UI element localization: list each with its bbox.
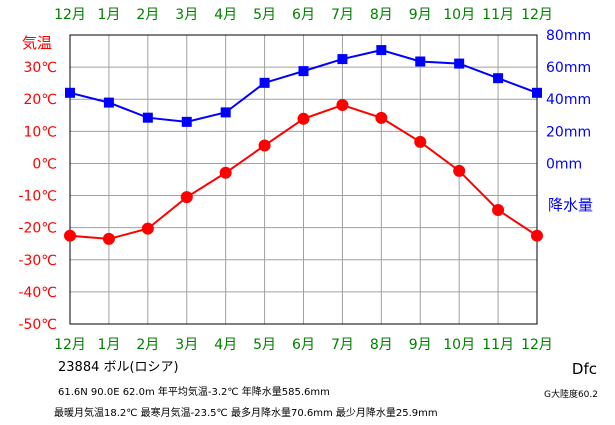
temperature-tick-label: 0℃ — [32, 156, 57, 172]
temperature-tick-label: -40℃ — [18, 285, 57, 301]
temperature-axis-ticks: 30℃ 20℃ 10℃ 0℃ -10℃ -20℃ -30℃ -40℃ -50℃ — [18, 60, 57, 333]
month-label-bottom: 5月 — [253, 337, 276, 353]
temperature-point — [64, 229, 76, 242]
month-label-bottom: 1月 — [97, 337, 120, 353]
temperature-point — [531, 229, 543, 242]
top-month-labels: 12月 1月 2月 3月 4月 5月 6月 7月 8月 9月 10月 11月 12月 — [54, 7, 553, 23]
continentality-label: G大陸度60.2 — [543, 390, 598, 400]
precipitation-point — [337, 54, 348, 65]
precipitation-point — [376, 45, 387, 56]
precipitation-point — [220, 107, 231, 118]
precipitation-tick-label: 80mm — [546, 28, 591, 44]
month-label-top: 11月 — [482, 7, 514, 23]
precipitation-axis-ticks: 80mm 60mm 40mm 20mm 0mm — [546, 28, 591, 172]
climate-classification: Dfc — [571, 360, 597, 378]
month-label-top: 1月 — [97, 7, 120, 23]
plot-frame — [69, 34, 538, 325]
month-label-bottom: 9月 — [409, 337, 432, 353]
temperature-tick-label: 20℃ — [23, 92, 57, 108]
temperature-tick-label: 30℃ — [23, 60, 57, 76]
month-label-bottom: 12月 — [54, 337, 86, 353]
temperature-axis-title: 気温 — [22, 34, 52, 52]
precipitation-point — [415, 56, 426, 67]
bottom-month-labels: 12月 1月 2月 3月 4月 5月 6月 7月 8月 9月 10月 11月 12月 — [54, 337, 553, 353]
temperature-point — [375, 111, 388, 124]
month-label-top: 2月 — [136, 7, 159, 23]
temperature-point — [414, 135, 427, 148]
precipitation-point — [181, 116, 192, 127]
temperature-series — [64, 99, 543, 245]
precipitation-point — [298, 66, 309, 77]
temperature-tick-label: -10℃ — [18, 189, 57, 205]
temperature-tick-label: 10℃ — [23, 124, 57, 140]
temperature-point — [219, 166, 232, 179]
precipitation-series — [65, 45, 542, 127]
precipitation-point — [454, 58, 465, 69]
month-label-top: 6月 — [292, 7, 315, 23]
temperature-point — [258, 139, 271, 152]
station-label: 23884 ボル(ロシア) — [58, 360, 179, 375]
month-label-top: 7月 — [331, 7, 354, 23]
station-summary-line-1: 61.6N 90.0E 62.0m 年平均気温-3.2℃ 年降水量585.6mm — [58, 387, 330, 398]
month-label-top: 10月 — [443, 7, 475, 23]
precipitation-axis-title: 降水量 — [548, 196, 593, 214]
month-label-top: 5月 — [253, 7, 276, 23]
temperature-tick-label: -30℃ — [18, 253, 57, 269]
month-label-top: 12月 — [54, 7, 86, 23]
month-label-bottom: 6月 — [292, 337, 315, 353]
precipitation-point — [493, 73, 504, 84]
month-label-bottom: 12月 — [521, 337, 553, 353]
station-summary-line-2: 最暖月気温18.2℃ 最寒月気温-23.5℃ 最多月降水量70.6mm 最少月降… — [54, 408, 438, 419]
temperature-tick-label: -20℃ — [18, 221, 57, 237]
month-label-bottom: 8月 — [370, 337, 393, 353]
temperature-point — [297, 112, 310, 125]
temperature-point — [336, 99, 349, 112]
precipitation-point — [532, 87, 542, 98]
month-label-top: 3月 — [175, 7, 198, 23]
month-label-bottom: 7月 — [331, 337, 354, 353]
grid-lines — [70, 35, 537, 324]
precipitation-point — [65, 87, 75, 98]
month-label-bottom: 11月 — [482, 337, 514, 353]
temperature-point — [102, 232, 115, 245]
temperature-point — [492, 204, 505, 217]
month-label-top: 4月 — [214, 7, 237, 23]
month-label-bottom: 3月 — [175, 337, 198, 353]
month-label-bottom: 10月 — [443, 337, 475, 353]
month-label-bottom: 2月 — [136, 337, 159, 353]
temperature-tick-label: -50℃ — [18, 317, 57, 333]
precipitation-tick-label: 60mm — [546, 60, 591, 76]
precipitation-point — [103, 97, 114, 108]
precipitation-tick-label: 40mm — [546, 92, 591, 108]
precipitation-point — [259, 77, 270, 88]
precipitation-point — [142, 112, 153, 123]
temperature-point — [180, 191, 193, 204]
month-label-bottom: 4月 — [214, 337, 237, 353]
precipitation-tick-label: 0mm — [546, 156, 582, 172]
month-label-top: 8月 — [370, 7, 393, 23]
month-label-top: 9月 — [409, 7, 432, 23]
month-label-top: 12月 — [521, 7, 553, 23]
temperature-point — [141, 222, 154, 235]
temperature-point — [453, 164, 466, 177]
precipitation-tick-label: 20mm — [546, 124, 591, 140]
